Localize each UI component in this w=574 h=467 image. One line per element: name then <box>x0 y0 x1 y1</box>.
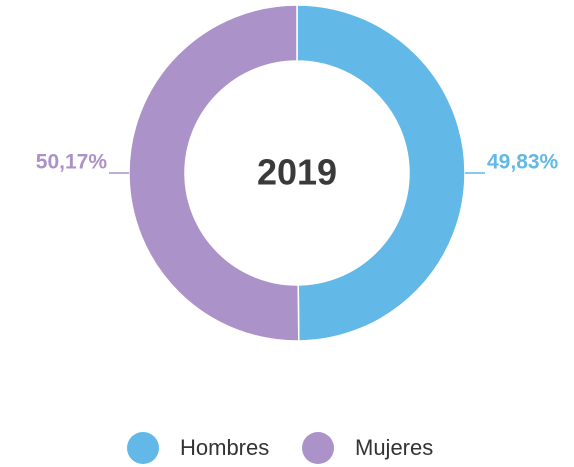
value-label: 50,17% <box>36 151 108 174</box>
center-text: 2019 <box>257 152 337 193</box>
legend-label: Hombres <box>180 435 269 460</box>
donut-slice <box>128 4 300 342</box>
legend-swatch <box>302 432 334 464</box>
value-label: 49,83% <box>487 151 559 174</box>
legend-label: Mujeres <box>355 435 433 460</box>
legend-swatch <box>127 432 159 464</box>
donut-slice <box>296 4 466 342</box>
